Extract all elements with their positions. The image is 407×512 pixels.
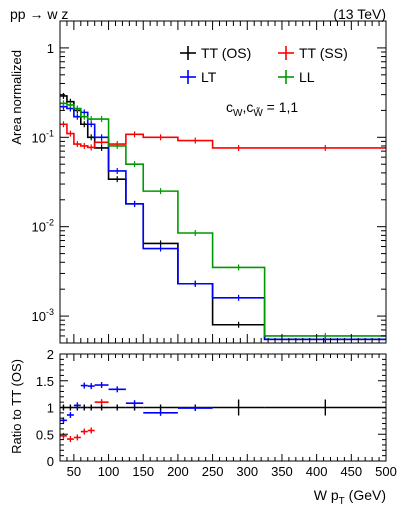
x-axis-label-sub: T xyxy=(339,496,345,507)
y-tick-label-base: 10 xyxy=(32,220,46,235)
x-tick-label: 400 xyxy=(306,464,328,479)
distribution-panel: 10-310-210-11 Area normalized TT (OS) TT … xyxy=(9,20,387,344)
x-axis-label: W pT (GeV) xyxy=(314,487,386,507)
y-tick-label-base: 10 xyxy=(32,130,46,145)
legend: TT (OS) TT (SS) LT LL xyxy=(180,45,348,85)
x-tick-label: 100 xyxy=(98,464,120,479)
distribution-y-label: Area normalized xyxy=(9,50,24,145)
ratio-panel: 50 100 150 200 250 300 350 400 450 500 0 0.5 1 1.5 2 R… xyxy=(9,347,397,507)
y-tick-label-exponent: -3 xyxy=(46,307,54,317)
y-tick-label-exponent: -1 xyxy=(46,128,54,138)
distribution-frame xyxy=(59,20,387,344)
coupling-value: = 1,1 xyxy=(263,99,299,115)
coupling-comma: ,c xyxy=(242,99,253,115)
ratio-axes: 50 100 150 200 250 300 350 400 450 500 0 0.5 1 1.5 2 xyxy=(36,347,397,479)
ratio-series-layer xyxy=(60,382,386,443)
x-tick-label: 350 xyxy=(271,464,293,479)
x-tick-label: 300 xyxy=(236,464,258,479)
x-axis-label-main: W p xyxy=(314,487,339,503)
ratio-frame xyxy=(59,353,387,462)
coupling-annotation: cW,cW̃ = 1,1 xyxy=(226,99,298,119)
distribution-series-layer xyxy=(60,92,386,343)
legend-label-tt-os: TT (OS) xyxy=(201,45,251,61)
x-tick-label: 500 xyxy=(375,464,397,479)
y-tick-label-ratio-panel: 0 xyxy=(47,454,54,469)
y-tick-label-ratio-panel: 0.5 xyxy=(36,427,54,442)
y-tick-label-top-panel: 1 xyxy=(47,41,54,56)
y-tick-label-base: 1 xyxy=(47,41,54,56)
coupling-c: c xyxy=(226,99,233,115)
y-tick-label-base: 10 xyxy=(32,309,46,324)
x-tick-label: 200 xyxy=(167,464,189,479)
x-tick-label: 150 xyxy=(132,464,154,479)
y-tick-label-top-panel: 10-2 xyxy=(32,218,54,235)
ratio-y-label: Ratio to TT (OS) xyxy=(9,359,24,454)
y-tick-label-top-panel: 10-1 xyxy=(32,128,54,145)
y-tick-label-ratio-panel: 2 xyxy=(47,347,54,362)
energy-label: (13 TeV) xyxy=(333,6,386,22)
x-axis-label-unit: (GeV) xyxy=(345,487,386,503)
legend-label-tt-ss: TT (SS) xyxy=(299,45,348,61)
series-line-lt xyxy=(60,105,386,341)
coupling-sub-wtilde: W̃ xyxy=(253,106,263,119)
y-tick-label-exponent: -2 xyxy=(46,218,54,228)
x-tick-label: 50 xyxy=(67,464,81,479)
series-line-ll xyxy=(60,102,386,337)
legend-label-ll: LL xyxy=(299,69,315,85)
y-tick-label-ratio-panel: 1 xyxy=(47,401,54,416)
legend-label-lt: LT xyxy=(201,69,217,85)
coupling-sub-w: W xyxy=(233,108,243,119)
y-tick-label-top-panel: 10-3 xyxy=(32,307,54,324)
process-label: pp → w z xyxy=(10,6,68,22)
y-tick-label-ratio-panel: 1.5 xyxy=(36,374,54,389)
x-tick-label: 450 xyxy=(340,464,362,479)
x-tick-label: 250 xyxy=(202,464,224,479)
